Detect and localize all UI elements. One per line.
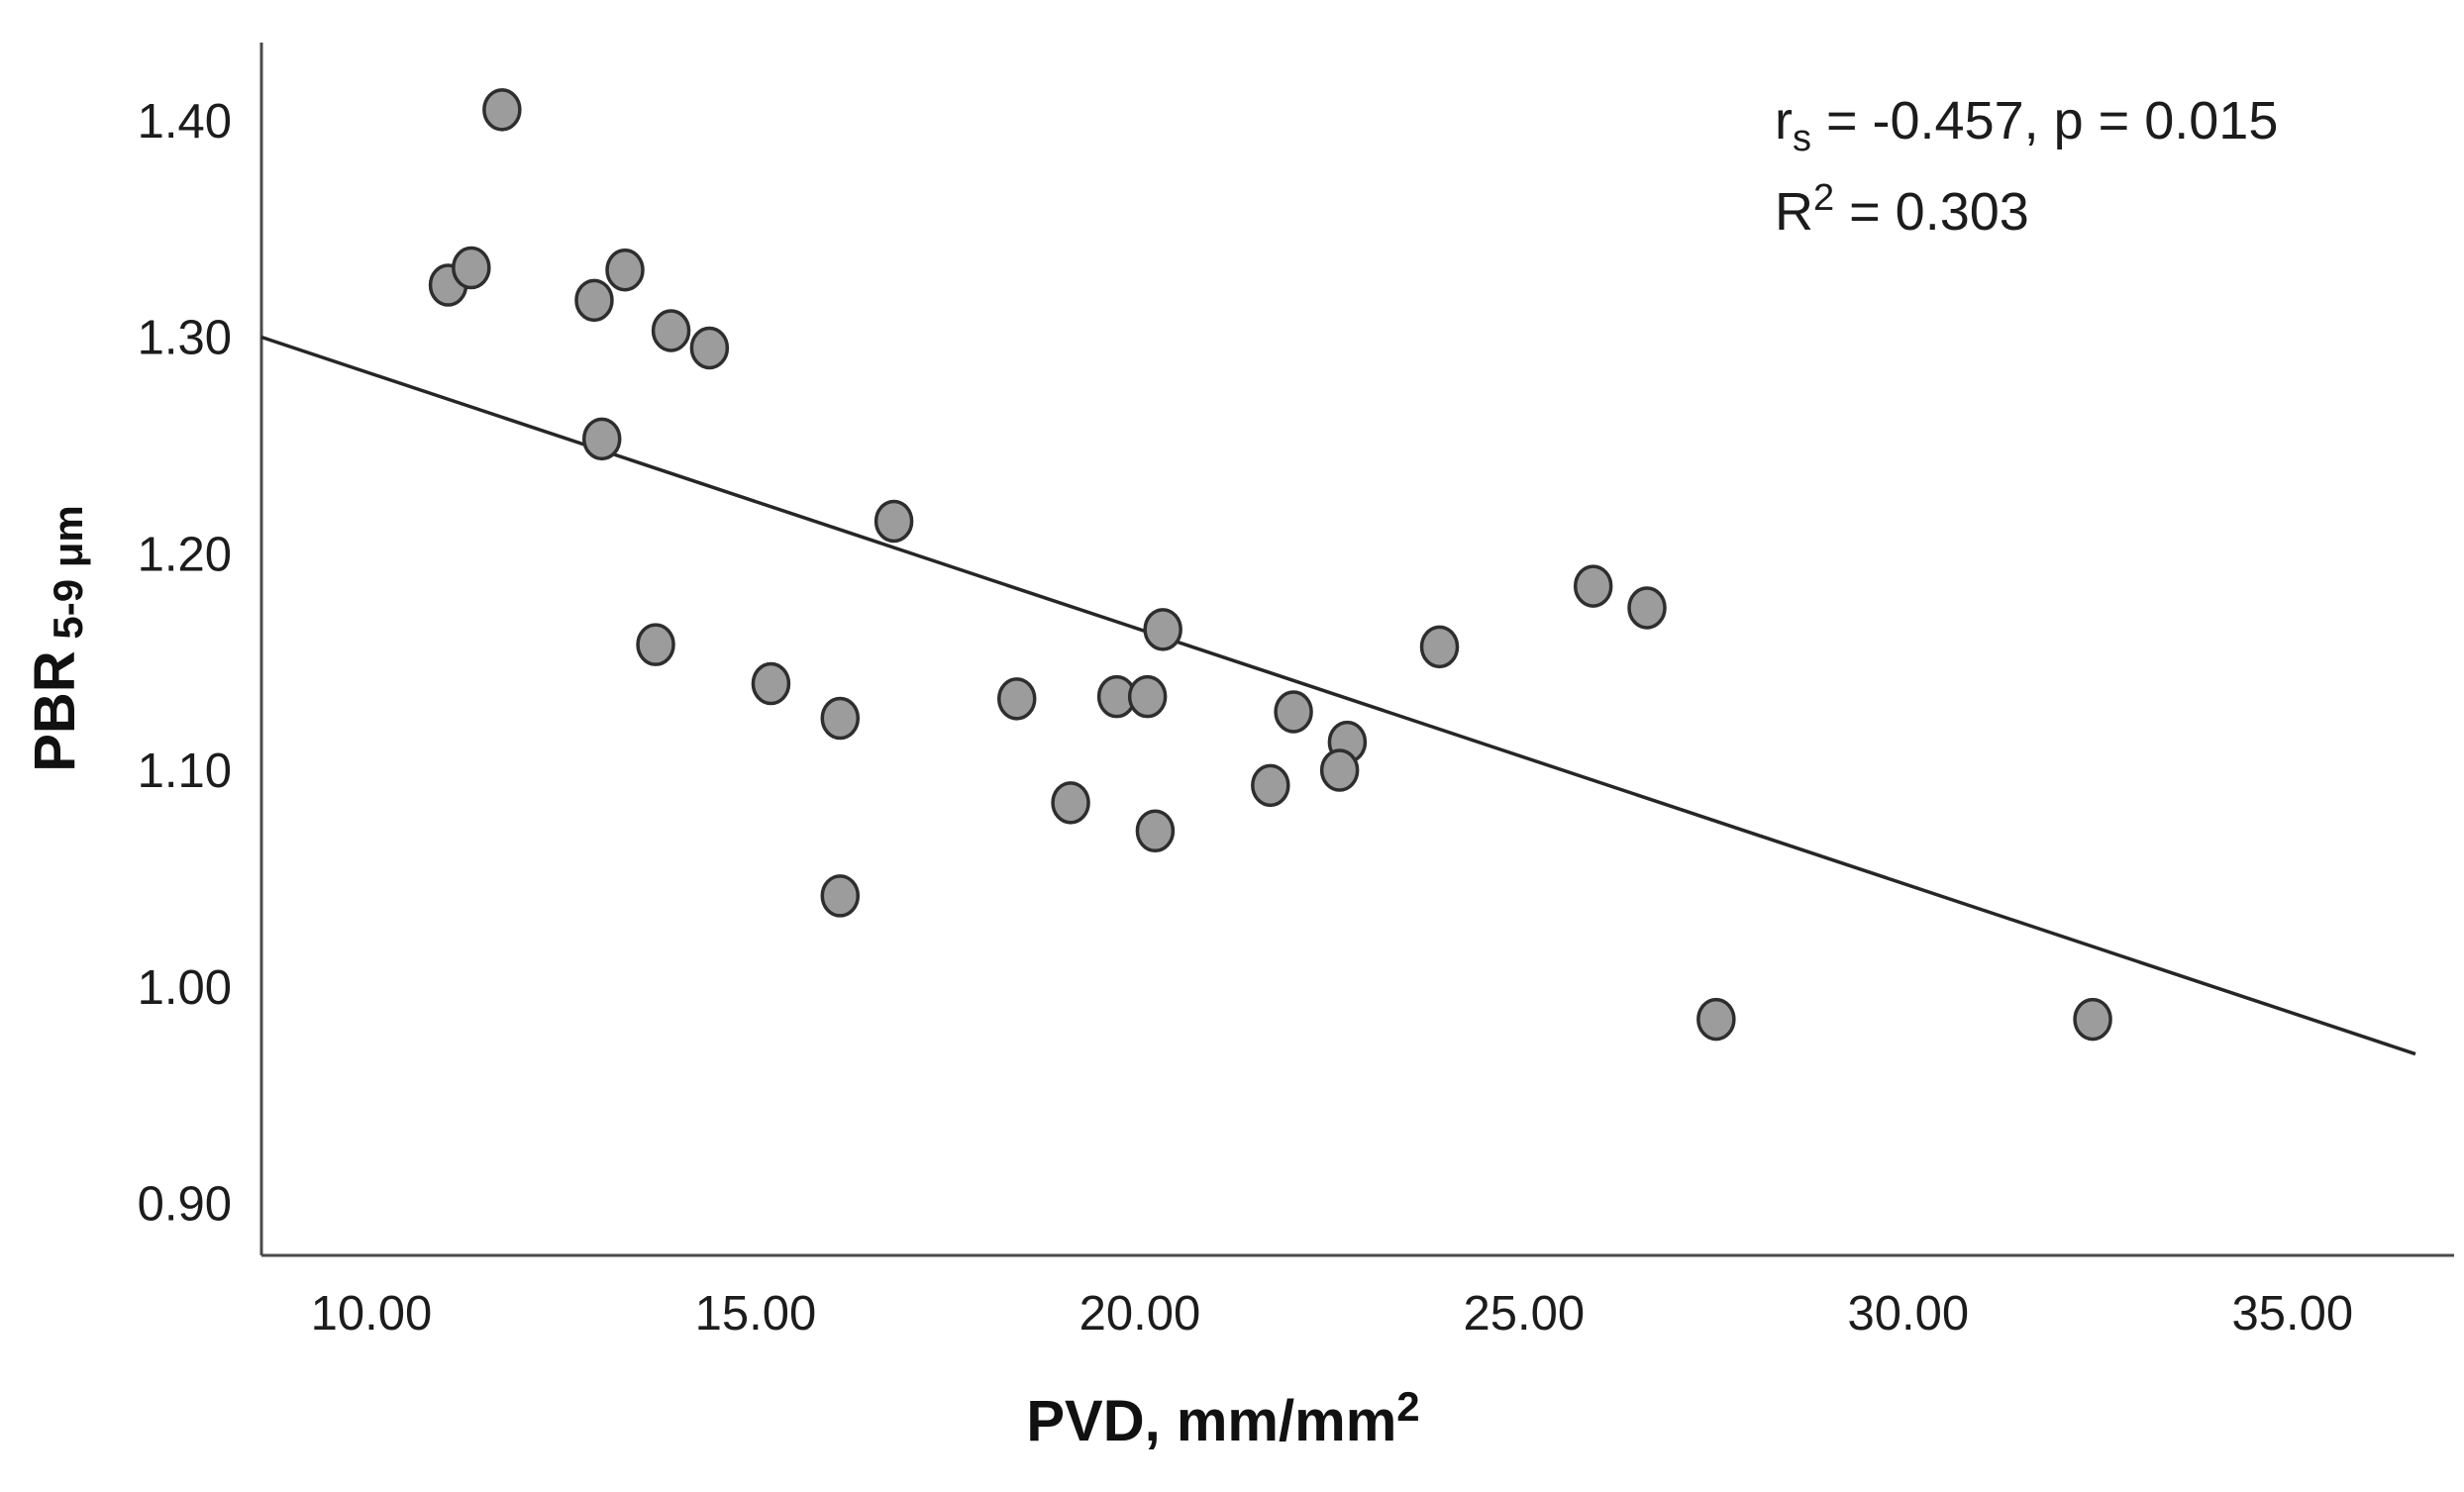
data-point <box>1251 763 1290 808</box>
y-tick-label: 1.10 <box>138 745 232 798</box>
data-point <box>873 499 914 544</box>
x-tick-label: 35.00 <box>2231 1287 2353 1341</box>
stats-annotation-line1: rs = -0.457, p = 0.015 <box>1775 91 2278 159</box>
data-point <box>820 696 861 741</box>
x-tick-labels-group: 10.00 15.00 20.00 25.00 30.00 35.00 <box>311 1287 2353 1341</box>
data-points-group <box>428 88 2112 1042</box>
data-point <box>651 309 691 352</box>
x-tick-label: 30.00 <box>1848 1287 1970 1341</box>
data-point <box>605 248 645 292</box>
data-point <box>1274 690 1313 734</box>
data-point <box>1419 625 1460 669</box>
data-point <box>1143 608 1182 651</box>
annotation-superscript: 2 <box>1813 177 1834 219</box>
regression-line <box>260 335 2416 1056</box>
y-tick-labels-group: 0.90 1.00 1.10 1.20 1.30 1.40 <box>138 95 232 1232</box>
data-point <box>574 278 614 323</box>
stats-annotation-line2: R2 = 0.303 <box>1775 177 2029 242</box>
data-point <box>689 326 730 370</box>
data-point <box>1573 564 1613 608</box>
data-point <box>452 246 491 290</box>
y-axis-title-subscript: 5-9 μm <box>45 505 91 650</box>
y-tick-label: 1.40 <box>138 95 232 149</box>
data-point <box>1051 781 1090 825</box>
x-tick-label: 10.00 <box>311 1287 433 1341</box>
data-point <box>1319 748 1360 792</box>
data-point <box>2073 997 2112 1042</box>
y-tick-label: 1.00 <box>138 961 232 1015</box>
data-point <box>482 88 522 132</box>
data-point <box>1696 997 1736 1042</box>
x-tick-label: 25.00 <box>1464 1287 1586 1341</box>
x-axis-title: PVD, mm/mm2 <box>1026 1383 1419 1453</box>
data-point <box>1127 674 1168 719</box>
y-tick-label: 1.30 <box>138 312 232 365</box>
data-point <box>820 874 861 918</box>
y-tick-label: 1.20 <box>138 528 232 581</box>
data-point <box>751 661 791 706</box>
data-point <box>1135 809 1176 852</box>
x-tick-label: 15.00 <box>695 1287 817 1341</box>
data-point <box>1627 586 1667 630</box>
y-tick-label: 0.90 <box>138 1178 232 1232</box>
data-point <box>996 677 1037 721</box>
x-axis-title-superscript: 2 <box>1396 1383 1419 1430</box>
annotation-subscript: s <box>1793 118 1811 159</box>
data-point <box>581 417 622 461</box>
data-point <box>636 623 675 666</box>
x-tick-label: 20.00 <box>1079 1287 1201 1341</box>
y-axis-title: PBR 5-9 μm <box>23 505 91 772</box>
